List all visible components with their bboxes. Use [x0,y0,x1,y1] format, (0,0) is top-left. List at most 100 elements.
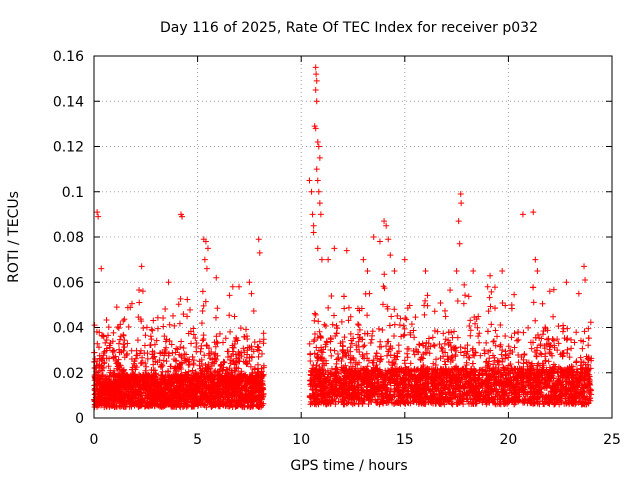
data-points [91,64,595,411]
data-point [492,327,499,334]
data-point [115,325,122,332]
data-point [231,313,238,320]
data-point [220,383,227,390]
data-point [182,396,189,403]
data-point [338,318,345,325]
data-point [117,362,124,369]
data-point [139,354,146,361]
data-point [154,314,161,321]
data-point [327,347,334,354]
data-point [189,367,196,374]
data-point [149,377,156,384]
data-point [161,377,168,384]
data-point [345,304,352,311]
data-point [142,367,149,374]
data-point [149,386,156,393]
data-point [530,299,537,306]
y-tick-label: 0.14 [53,94,84,110]
data-point [412,314,419,321]
data-point [442,313,449,320]
data-point [431,342,438,349]
data-point [143,324,150,331]
data-point [182,357,189,364]
data-point [211,351,218,358]
data-point [91,322,98,329]
data-point [205,372,212,379]
data-point [128,300,135,307]
chart-title: Day 116 of 2025, Rate Of TEC Index for r… [160,20,538,36]
data-point [260,340,267,347]
data-point [224,348,231,355]
data-point [539,300,546,307]
data-point [237,325,244,332]
data-point [233,360,240,367]
data-point [398,333,405,340]
data-point [181,373,188,380]
data-point [341,334,348,341]
data-point [201,368,208,375]
data-point [515,336,522,343]
data-point [190,325,197,332]
data-point [216,330,223,337]
data-point [189,376,196,383]
data-point [465,354,472,361]
data-point [154,359,161,366]
data-point [356,326,363,333]
data-point [560,325,567,332]
data-point [315,354,322,361]
data-point [103,337,110,344]
data-point [175,375,182,382]
data-point [200,332,207,339]
data-point [438,344,445,351]
data-point [232,338,239,345]
data-point [448,347,455,354]
data-point [497,322,504,329]
data-point [462,292,469,299]
data-point [255,353,262,360]
x-tick-label: 20 [499,432,517,448]
data-point [407,360,414,367]
data-point [235,352,242,359]
data-point [239,392,246,399]
data-point [251,394,258,401]
data-point [224,353,231,360]
data-point [169,403,176,410]
data-point [122,393,129,400]
data-point [140,325,147,332]
data-point [314,357,321,364]
data-point [103,355,110,362]
data-point [206,386,213,393]
y-tick-label: 0.12 [53,140,84,156]
data-point [235,365,242,372]
data-point [158,403,165,410]
data-point [207,355,214,362]
data-point [95,386,102,393]
data-point [215,402,222,409]
data-point [154,393,161,400]
data-point [150,395,157,402]
data-point [129,371,136,378]
data-point [333,360,340,367]
data-point [333,330,340,337]
data-point [451,345,458,352]
data-point [120,341,127,348]
data-point [185,368,192,375]
data-point [391,306,398,313]
data-point [228,353,235,360]
data-point [243,333,250,340]
data-point [253,381,260,388]
data-point [227,328,234,335]
data-point [211,400,218,407]
data-point [580,393,587,400]
data-point [105,363,112,370]
data-point [555,340,562,347]
data-point [255,365,262,372]
data-point [198,356,205,363]
data-point [360,343,367,350]
data-point [176,320,183,327]
data-point [520,360,527,367]
data-point [177,404,184,411]
x-tick-label: 10 [292,432,310,448]
data-point [241,349,248,356]
data-point [144,355,151,362]
